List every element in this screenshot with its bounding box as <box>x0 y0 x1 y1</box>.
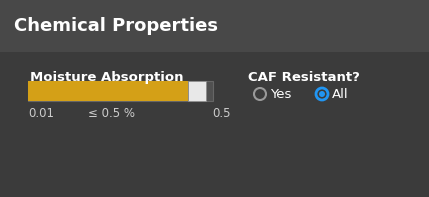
FancyBboxPatch shape <box>28 81 188 101</box>
Text: CAF Resistant?: CAF Resistant? <box>248 71 360 84</box>
FancyBboxPatch shape <box>188 81 206 101</box>
Text: Yes: Yes <box>270 87 291 100</box>
Text: 0.01: 0.01 <box>28 107 54 120</box>
Circle shape <box>319 91 325 97</box>
Text: 0.5: 0.5 <box>212 107 231 120</box>
Text: Moisture Absorption: Moisture Absorption <box>30 71 184 84</box>
FancyBboxPatch shape <box>0 0 429 52</box>
Text: Chemical Properties: Chemical Properties <box>14 17 218 35</box>
Text: All: All <box>332 87 349 100</box>
FancyBboxPatch shape <box>28 81 213 101</box>
Text: ≤ 0.5 %: ≤ 0.5 % <box>88 107 135 120</box>
